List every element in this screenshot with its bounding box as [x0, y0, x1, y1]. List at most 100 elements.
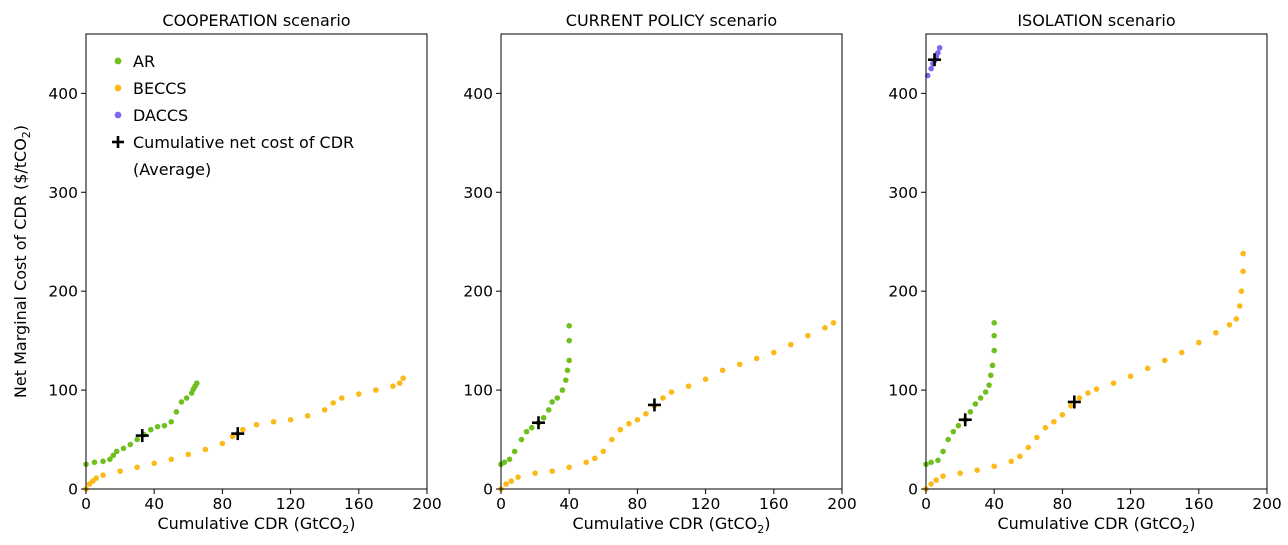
- x-tick-label: 120: [691, 495, 721, 513]
- x-tick-label: 0: [81, 495, 91, 513]
- data-point: [972, 401, 979, 407]
- data-point: [805, 332, 811, 339]
- data-point: [117, 468, 123, 474]
- data-point: [935, 49, 941, 56]
- data-point: [559, 387, 566, 393]
- chart-panel-3: ISOLATION scenario 0 40 80 120 160 200 0 100 200 3…: [888, 11, 1281, 536]
- x-axis-label: Cumulative CDR (GtCO2): [572, 514, 770, 536]
- x-tick-label: 160: [344, 495, 374, 513]
- data-point: [982, 389, 989, 395]
- data-point: [287, 416, 294, 423]
- series-ar: [498, 322, 572, 468]
- x-tick-label: 0: [921, 495, 931, 513]
- data-point: [107, 456, 113, 463]
- data-point: [933, 477, 940, 483]
- x-tick-label: 120: [1116, 495, 1146, 513]
- plot-frame: [925, 33, 1268, 490]
- data-point: [950, 428, 957, 435]
- average-marker: [231, 427, 245, 441]
- x-axis-label: Cumulative CDR (GtCO2): [157, 514, 355, 536]
- x-tick-label: 0: [496, 495, 506, 513]
- x-tick-label: 160: [759, 495, 789, 513]
- data-point: [945, 436, 951, 443]
- panel-title: CURRENT POLICY scenario: [566, 11, 777, 30]
- data-point: [390, 383, 396, 389]
- data-point: [110, 452, 117, 459]
- legend-label: BECCS: [133, 79, 187, 98]
- data-point: [134, 436, 140, 443]
- data-point: [1051, 418, 1057, 425]
- legend-label: AR: [133, 52, 155, 71]
- x-tick-label: 80: [628, 495, 648, 513]
- legend-dot-marker: [114, 84, 122, 92]
- data-point: [634, 416, 641, 423]
- data-point: [400, 375, 406, 382]
- y-tick-label: 0: [483, 481, 493, 499]
- data-point: [991, 463, 997, 470]
- y-tick-label: 400: [48, 85, 78, 103]
- legend: AR BECCS DACCS Cumulative net cost of CDR (A…: [112, 52, 354, 179]
- data-point: [940, 473, 946, 479]
- data-point: [253, 421, 260, 428]
- data-point: [330, 400, 337, 406]
- data-point: [977, 395, 984, 401]
- data-point: [154, 423, 161, 430]
- y-tick-label: 100: [48, 382, 78, 400]
- data-point: [1238, 288, 1245, 294]
- data-point: [991, 320, 997, 326]
- data-point: [1178, 349, 1185, 356]
- series-beccs: [83, 375, 406, 492]
- data-point: [771, 349, 777, 356]
- data-point: [1213, 329, 1219, 336]
- data-point: [229, 433, 236, 440]
- data-point: [321, 407, 328, 413]
- data-point: [168, 418, 175, 425]
- data-point: [1233, 316, 1240, 322]
- data-point: [822, 324, 828, 331]
- chart-panel-2: CURRENT POLICY scenario 0 40 80 120 160 200 0 10…: [463, 11, 856, 536]
- data-point: [562, 377, 569, 383]
- data-point: [1144, 365, 1151, 372]
- data-point: [1042, 424, 1049, 431]
- y-tick-label: 0: [908, 481, 918, 499]
- average-marker: [958, 413, 972, 427]
- data-point: [1085, 390, 1091, 396]
- data-point: [566, 464, 572, 471]
- panel-title: COOPERATION scenario: [162, 11, 350, 30]
- data-point: [549, 399, 555, 405]
- average-marker: [135, 429, 149, 443]
- data-point: [955, 422, 962, 429]
- data-point: [540, 414, 547, 421]
- series-average_marker: [532, 398, 661, 430]
- data-point: [719, 367, 726, 374]
- data-point: [91, 459, 98, 466]
- data-point: [967, 409, 974, 415]
- legend-label: DACCS: [133, 106, 188, 125]
- data-point: [532, 470, 538, 476]
- x-tick-label: 200: [827, 495, 857, 513]
- data-point: [564, 367, 571, 374]
- data-point: [120, 445, 127, 452]
- data-point: [185, 451, 192, 458]
- legend-item-ar: AR: [114, 52, 155, 71]
- data-point: [989, 362, 996, 369]
- data-point: [1068, 403, 1074, 409]
- data-point: [151, 460, 157, 467]
- data-point: [583, 459, 590, 466]
- data-point: [1240, 250, 1246, 257]
- data-point: [986, 382, 992, 388]
- data-point: [928, 65, 934, 72]
- series-average_marker: [928, 53, 1081, 427]
- data-point: [270, 418, 277, 425]
- data-point: [991, 332, 997, 339]
- data-point: [161, 422, 168, 429]
- data-point: [173, 409, 180, 415]
- data-point: [660, 395, 666, 401]
- data-point: [523, 428, 530, 435]
- data-point: [935, 457, 941, 464]
- average-marker: [1067, 395, 1081, 409]
- legend-dot-marker: [114, 57, 122, 65]
- data-point: [1093, 386, 1100, 392]
- panel-title: ISOLATION scenario: [1017, 11, 1175, 30]
